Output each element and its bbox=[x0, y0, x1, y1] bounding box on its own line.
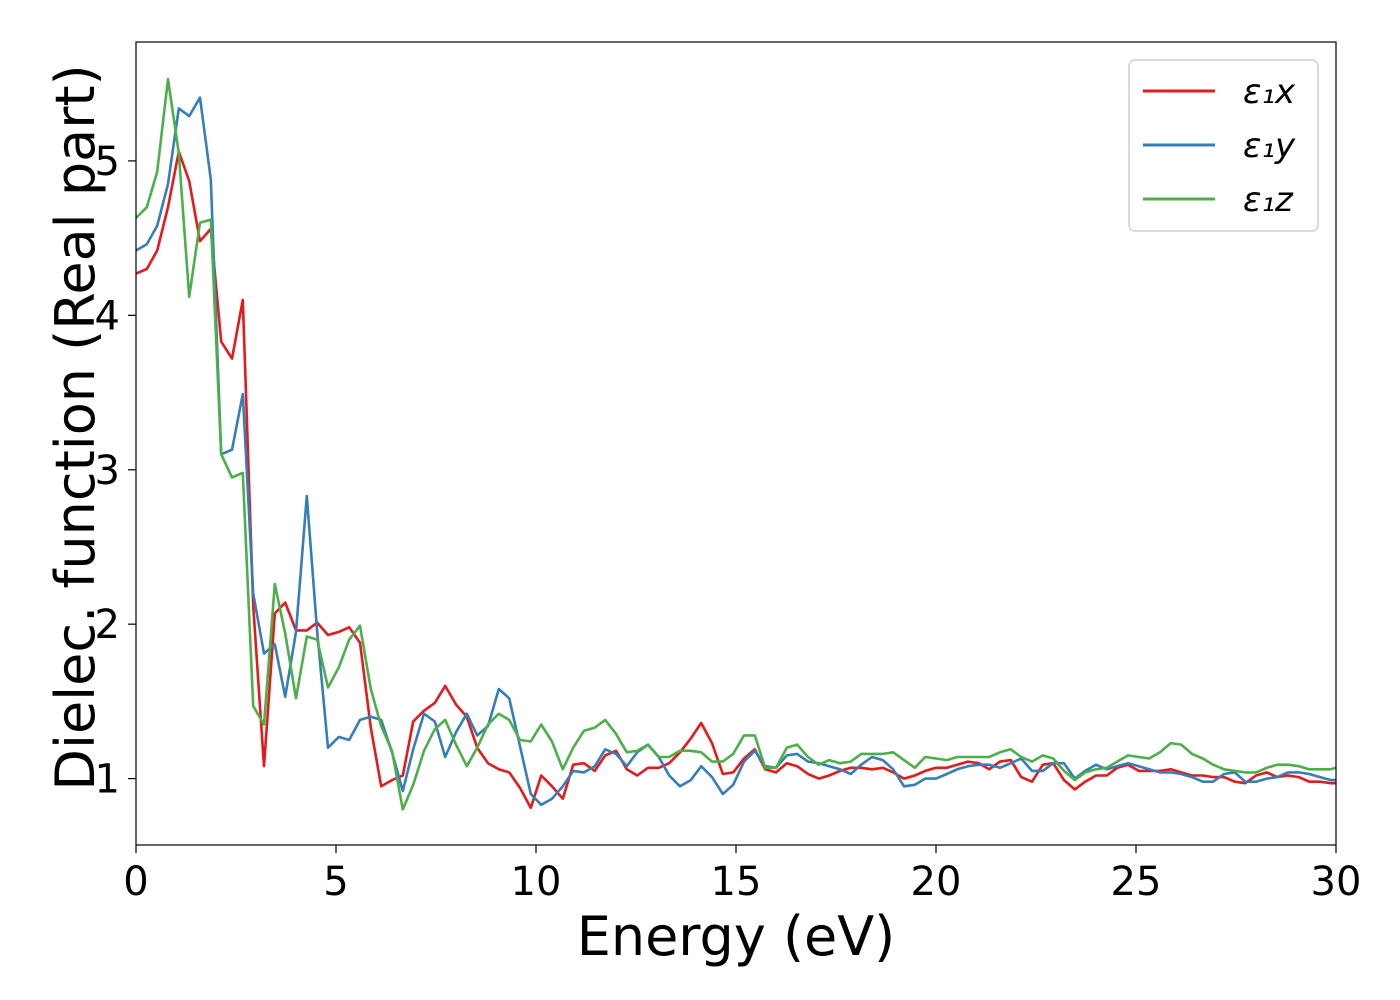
y-tick-label: 3 bbox=[95, 448, 120, 494]
legend: ε₁x ε₁y ε₁z bbox=[1128, 59, 1319, 232]
series-line-1 bbox=[135, 150, 1336, 810]
y-tick-label: 4 bbox=[95, 293, 120, 339]
plot-frame bbox=[135, 41, 1337, 846]
x-axis-title: Energy (eV) bbox=[577, 905, 896, 968]
x-tick-label: 30 bbox=[1311, 859, 1362, 905]
series-lines bbox=[135, 77, 1337, 811]
x-tick-label: 15 bbox=[711, 859, 762, 905]
y-tick-label: 5 bbox=[95, 139, 120, 185]
legend-box bbox=[1128, 59, 1319, 232]
series-line-2 bbox=[135, 96, 1336, 807]
x-tick-label: 5 bbox=[323, 859, 348, 905]
x-tick-label: 10 bbox=[511, 859, 562, 905]
y-axis-ticks: 1 2 3 4 5 bbox=[95, 139, 136, 803]
y-axis-title: Dielec. function (Real part) bbox=[44, 64, 107, 790]
x-tick-label: 25 bbox=[1111, 859, 1162, 905]
legend-label: ε₁z bbox=[1243, 180, 1294, 220]
y-tick-label: 1 bbox=[95, 757, 120, 803]
x-tick-label: 20 bbox=[911, 859, 962, 905]
x-tick-label: 0 bbox=[123, 859, 148, 905]
legend-label: ε₁x bbox=[1243, 72, 1296, 112]
legend-label: ε₁y bbox=[1243, 126, 1296, 166]
series-line-3 bbox=[135, 77, 1337, 811]
y-tick-label: 2 bbox=[95, 602, 120, 648]
x-axis-ticks: 0 5 10 15 20 25 30 bbox=[123, 845, 1361, 905]
